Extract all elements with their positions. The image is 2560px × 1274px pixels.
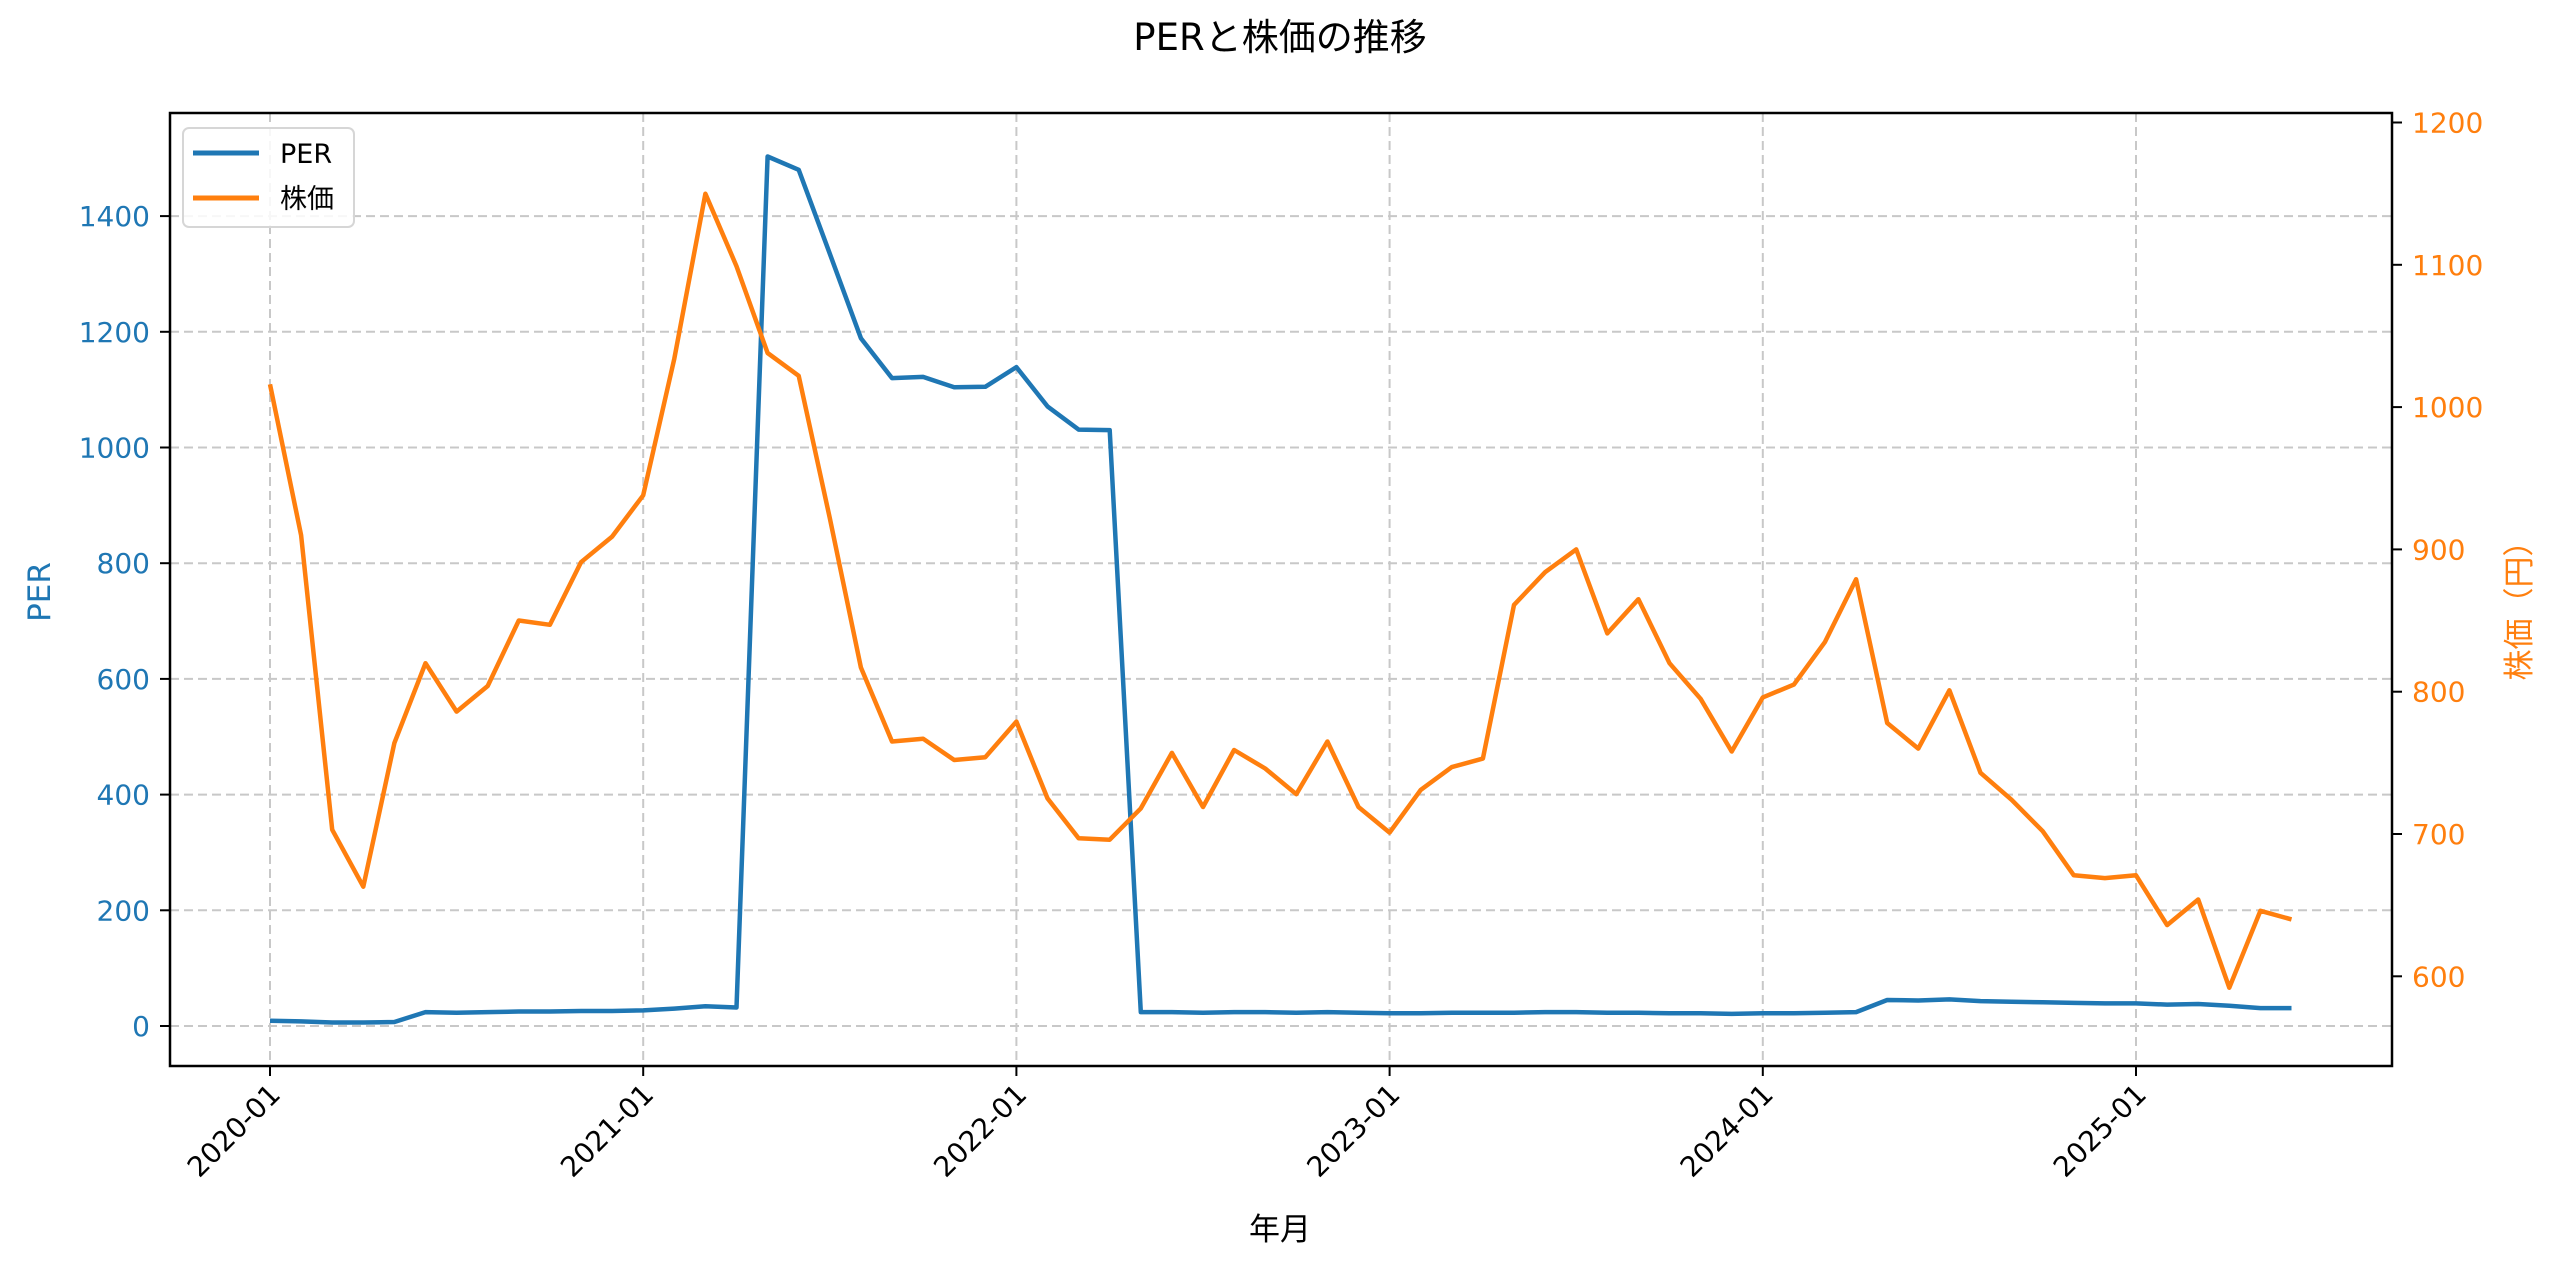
- x-axis: 2020-01 2021-01 2022-01 2023-01 2024-01 2025-…: [181, 1066, 2153, 1184]
- left-tick-label: 0: [132, 1010, 150, 1043]
- x-tick-label: 2020-01: [181, 1078, 287, 1184]
- legend-label-price: 株価: [280, 184, 334, 215]
- right-axis-label: 株価（円）: [2502, 526, 2538, 681]
- right-tick-label: 1000: [2412, 391, 2483, 424]
- right-tick-label: 700: [2412, 818, 2465, 851]
- left-tick-label: 600: [97, 663, 150, 696]
- legend: PER 株価: [182, 127, 355, 228]
- legend-label-per: PER: [280, 139, 332, 170]
- chart-title: PERと株価の推移: [1133, 16, 1426, 59]
- grid-lines: [170, 113, 2392, 1066]
- right-tick-label: 1100: [2412, 249, 2483, 282]
- right-tick-label: 800: [2412, 676, 2465, 709]
- left-tick-label: 800: [97, 547, 150, 580]
- left-tick-label: 1200: [79, 316, 150, 349]
- left-tick-label: 200: [97, 894, 150, 927]
- x-tick-label: 2023-01: [1300, 1078, 1406, 1184]
- left-axis-label: PER: [22, 562, 58, 622]
- x-tick-label: 2021-01: [554, 1078, 660, 1184]
- left-tick-label: 400: [97, 779, 150, 812]
- x-tick-label: 2025-01: [2047, 1078, 2153, 1184]
- data-series: [267, 154, 2293, 1025]
- price-line: [267, 191, 2293, 990]
- x-tick-label: 2022-01: [927, 1078, 1033, 1184]
- left-tick-label: 1400: [79, 200, 150, 233]
- x-axis-label: 年月: [1249, 1212, 1311, 1248]
- left-y-axis: 0 200 400 600 800 1000 1200 1400: [79, 200, 170, 1043]
- left-tick-label: 1000: [79, 432, 150, 465]
- right-tick-label: 600: [2412, 960, 2465, 993]
- right-y-axis: 600 700 800 900 1000 1100 1200: [2392, 107, 2483, 993]
- right-tick-label: 900: [2412, 533, 2465, 566]
- per-line: [269, 154, 2292, 1025]
- plot-frame: [168, 111, 2394, 1068]
- x-tick-label: 2024-01: [1674, 1078, 1780, 1184]
- right-tick-label: 1200: [2412, 107, 2483, 140]
